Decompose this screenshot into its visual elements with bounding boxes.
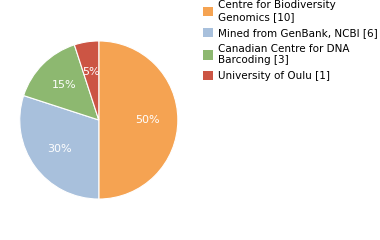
Text: 15%: 15% (52, 80, 76, 90)
Wedge shape (99, 41, 178, 199)
Text: 30%: 30% (47, 144, 71, 154)
Text: 5%: 5% (82, 66, 100, 77)
Text: 50%: 50% (136, 115, 160, 125)
Wedge shape (74, 41, 99, 120)
Wedge shape (24, 45, 99, 120)
Wedge shape (20, 96, 99, 199)
Legend: Centre for Biodiversity
Genomics [10], Mined from GenBank, NCBI [6], Canadian Ce: Centre for Biodiversity Genomics [10], M… (203, 0, 378, 81)
